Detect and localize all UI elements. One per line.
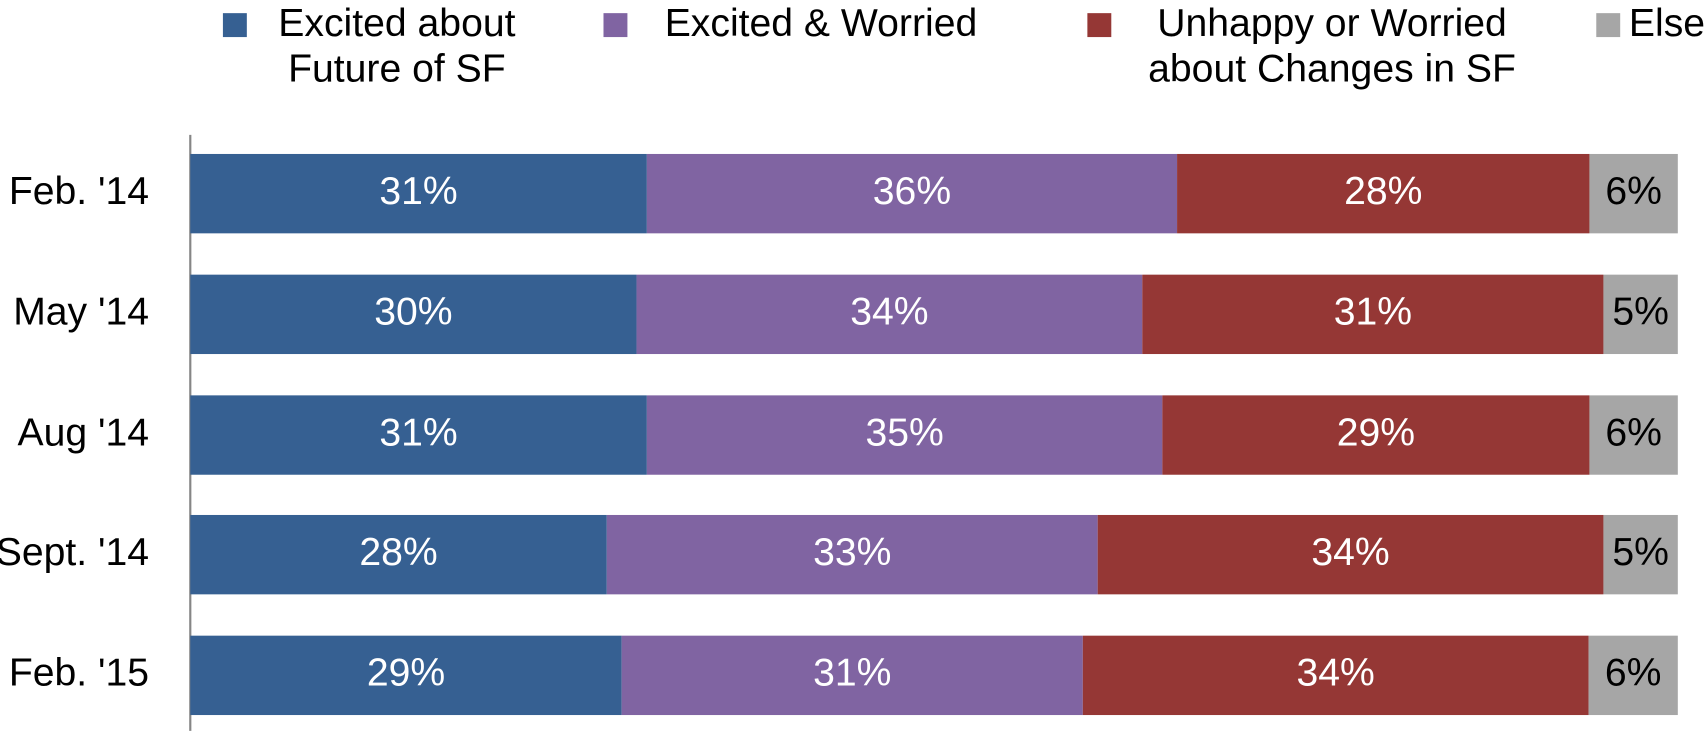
data-label: 31% <box>379 411 457 454</box>
data-label: 5% <box>1612 291 1669 334</box>
bar-segment <box>1082 635 1589 716</box>
bar-segment <box>190 274 637 355</box>
bar-segment <box>646 395 1163 475</box>
legend-label: Excited & Worried <box>664 0 978 45</box>
legend-entry: Excited about Future of SF <box>278 0 516 91</box>
legend-label: Unhappy or Worried about Changes in SF <box>1148 0 1516 91</box>
bar-segment <box>1142 274 1604 355</box>
data-label: 30% <box>374 291 452 334</box>
bar-segment <box>190 635 622 716</box>
data-label: 6% <box>1605 411 1662 454</box>
bar-segment <box>190 514 607 595</box>
y-tick-label: Feb. '15 <box>9 652 149 695</box>
data-label: 34% <box>850 291 928 334</box>
data-label: 31% <box>813 652 891 695</box>
data-label: 33% <box>813 531 891 574</box>
bar-segment <box>1603 514 1678 595</box>
data-label: 28% <box>1344 170 1422 213</box>
legend-label: Else <box>1628 0 1705 45</box>
data-label: 34% <box>1297 652 1375 695</box>
legend-swatch <box>1596 13 1621 38</box>
data-label: 5% <box>1612 531 1669 574</box>
legend-swatch <box>222 13 247 38</box>
y-tick-label: Aug '14 <box>17 411 148 454</box>
bar-segment <box>1589 395 1678 475</box>
bar-segment <box>636 274 1143 355</box>
legend-swatch <box>603 13 628 38</box>
bar-segment <box>190 153 647 234</box>
bar-segment <box>1177 153 1590 234</box>
bar-segment <box>1603 274 1678 355</box>
legend-entry: Else <box>1628 0 1705 45</box>
bar-segment <box>1097 514 1604 595</box>
bar-segment <box>1588 635 1678 716</box>
bar-segment <box>190 395 647 475</box>
legend-label: Excited about Future of SF <box>278 0 516 91</box>
data-label: 28% <box>359 531 437 574</box>
bar-segment <box>646 153 1178 234</box>
y-tick-label: Feb. '14 <box>9 170 149 213</box>
data-label: 29% <box>367 652 445 695</box>
bar-segment <box>621 635 1083 716</box>
legend-swatch <box>1087 13 1112 38</box>
data-label: 34% <box>1311 531 1389 574</box>
data-label: 29% <box>1337 411 1415 454</box>
data-label: 31% <box>1334 291 1412 334</box>
y-tick-label: Sept. '14 <box>0 531 149 574</box>
data-label: 6% <box>1605 652 1662 695</box>
bar-segment <box>606 514 1098 595</box>
data-label: 35% <box>865 411 943 454</box>
data-label: 6% <box>1605 170 1662 213</box>
legend-entry: Unhappy or Worried about Changes in SF <box>1148 0 1516 91</box>
y-tick-label: May '14 <box>13 291 149 334</box>
legend-entry: Excited & Worried <box>664 0 978 45</box>
data-label: 36% <box>873 170 951 213</box>
bar-segment <box>1589 153 1678 234</box>
bar-segment <box>1162 395 1590 475</box>
data-label: 31% <box>379 170 457 213</box>
